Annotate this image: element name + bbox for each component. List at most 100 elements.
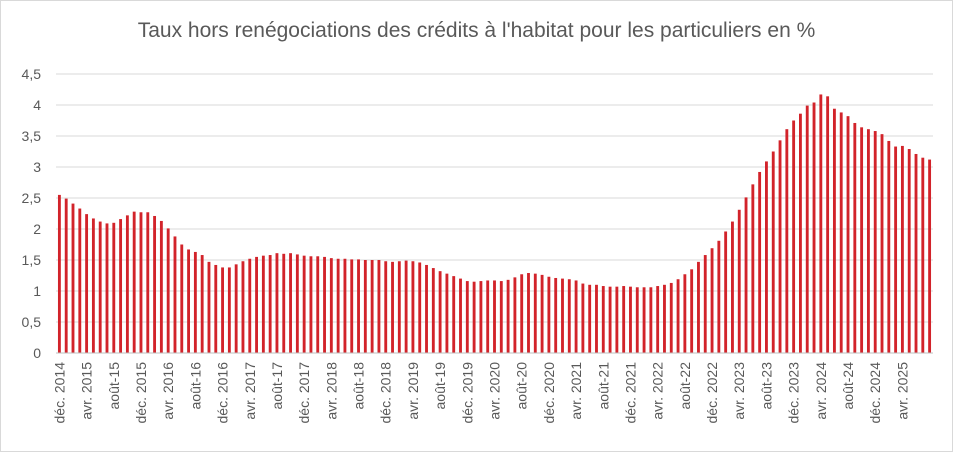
x-tick-label: avr. 2017 <box>242 362 258 420</box>
x-tick-label: déc. 2021 <box>622 362 638 424</box>
bar <box>853 122 857 353</box>
x-tick-label: avr. 2023 <box>731 362 747 420</box>
bar <box>765 161 768 353</box>
bar <box>710 248 714 353</box>
bar <box>404 260 408 353</box>
bar <box>295 254 299 353</box>
x-tick-label: déc. 2018 <box>378 362 394 424</box>
bar <box>887 140 891 353</box>
bar <box>826 96 830 353</box>
bar <box>329 258 333 353</box>
x-tick-label: août-21 <box>595 362 611 410</box>
bar <box>91 218 95 353</box>
bar <box>119 219 123 353</box>
x-tick-label: août-18 <box>351 362 367 410</box>
bar <box>656 286 660 353</box>
bar <box>425 264 428 353</box>
x-tick-label: août-22 <box>677 362 693 410</box>
bar <box>78 208 82 353</box>
bar <box>465 281 469 353</box>
bar <box>649 287 653 353</box>
bar <box>98 221 102 353</box>
x-tick-label: déc. 2024 <box>867 362 883 424</box>
bar <box>227 267 231 353</box>
bar <box>663 284 666 353</box>
bar <box>921 157 925 353</box>
bar <box>737 209 741 353</box>
bar <box>336 258 340 353</box>
bar <box>64 198 68 353</box>
bar <box>411 261 415 353</box>
bar <box>391 261 394 353</box>
bar <box>771 151 775 353</box>
y-tick-label: 1,5 <box>22 252 42 268</box>
bar <box>554 277 558 353</box>
y-tick-label: 3 <box>33 159 41 175</box>
bar <box>724 231 728 353</box>
x-tick-label: avr. 2018 <box>323 362 339 420</box>
y-axis: 0 0,5 1 1,5 2 2,5 3 3,5 4 4,5 <box>22 66 42 361</box>
bar <box>642 287 646 353</box>
x-tick-label: déc. 2014 <box>51 362 67 424</box>
bar <box>547 276 551 353</box>
bar <box>928 159 932 353</box>
bar <box>792 120 796 353</box>
bar <box>527 273 530 353</box>
x-tick-label: déc. 2023 <box>786 362 802 424</box>
bar <box>683 274 687 353</box>
bar-series <box>57 94 932 354</box>
x-tick-label: déc. 2019 <box>459 362 475 424</box>
x-tick-label: déc. 2020 <box>541 362 557 424</box>
bar <box>907 149 911 353</box>
bar <box>445 273 449 353</box>
y-tick-label: 1 <box>33 283 41 299</box>
x-tick-label: avr. 2021 <box>568 362 584 420</box>
bar <box>860 127 864 353</box>
x-tick-label: août-16 <box>187 362 203 410</box>
bar <box>873 131 877 353</box>
bar <box>479 281 483 353</box>
bar <box>397 261 401 353</box>
x-tick-label: déc. 2022 <box>704 362 720 424</box>
bar <box>132 211 136 353</box>
bar <box>193 251 197 353</box>
bar <box>567 279 571 353</box>
bar <box>629 286 632 353</box>
bar <box>778 140 782 353</box>
bar <box>302 255 306 353</box>
bar <box>159 220 163 353</box>
x-tick-label: août-23 <box>758 362 774 410</box>
x-tick-label: avr. 2024 <box>813 362 829 420</box>
bar <box>438 271 442 353</box>
x-tick-label: déc. 2016 <box>215 362 231 424</box>
x-tick-label: déc. 2017 <box>296 362 312 424</box>
x-tick-label: avr. 2015 <box>79 362 95 420</box>
bar <box>601 286 605 353</box>
bar <box>486 280 490 353</box>
bar <box>343 258 347 353</box>
bar <box>363 260 367 353</box>
bar <box>812 102 816 354</box>
bar <box>493 280 496 353</box>
bar <box>431 268 435 353</box>
bar <box>275 253 279 353</box>
bar <box>900 145 904 353</box>
bar <box>234 264 238 353</box>
x-tick-label: août-19 <box>432 362 448 410</box>
bar <box>676 279 680 353</box>
bar <box>459 278 462 353</box>
bar <box>207 261 211 353</box>
bar <box>357 259 360 353</box>
bar <box>805 105 809 354</box>
bar <box>561 278 564 353</box>
bar <box>622 286 626 353</box>
bar <box>85 214 89 353</box>
x-tick-label: août-20 <box>514 362 530 410</box>
y-tick-label: 2,5 <box>22 190 42 206</box>
x-tick-label: avr. 2020 <box>487 362 503 420</box>
bar <box>472 281 476 353</box>
bar <box>282 253 286 353</box>
y-tick-label: 2 <box>33 221 41 237</box>
